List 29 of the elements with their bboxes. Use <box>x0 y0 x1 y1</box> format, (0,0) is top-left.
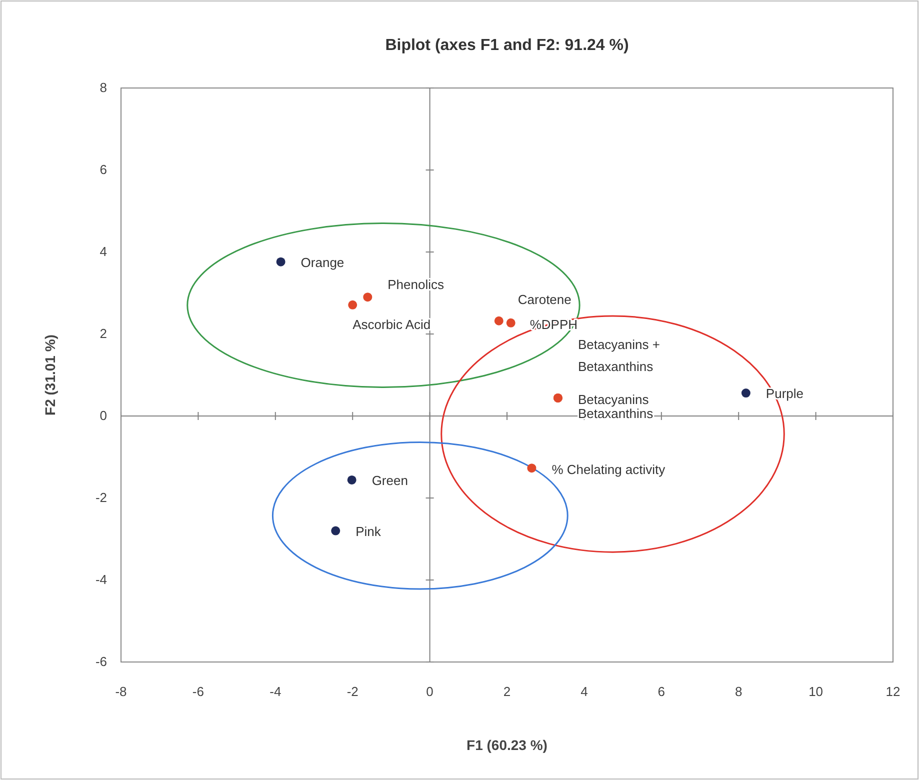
y-tick-label: 8 <box>100 80 107 95</box>
y-axis-title: F2 (31.01 %) <box>42 334 58 416</box>
annotation: Betacyanins <box>578 392 650 407</box>
chart-title: Biplot (axes F1 and F2: 91.24 %) <box>385 37 629 54</box>
x-tick-label: 6 <box>658 684 666 699</box>
y-tick-label: 2 <box>100 326 107 341</box>
y-tick-label: 6 <box>100 162 107 177</box>
x-tick-label: -8 <box>115 684 127 699</box>
x-tick-label: 2 <box>503 684 511 699</box>
y-tick-label: 0 <box>100 408 107 423</box>
annotation: Pink <box>356 524 382 539</box>
annotation: Betacyanins + Betaxanthins <box>578 336 660 374</box>
y-tick-label: -6 <box>95 654 107 669</box>
y-tick-label: -4 <box>95 572 107 587</box>
x-tick-label: 12 <box>886 684 900 699</box>
annotation: % Chelating activity <box>552 462 666 478</box>
annotation: Green <box>372 472 408 488</box>
x-tick-label: 8 <box>734 684 742 699</box>
x-tick-label: 0 <box>426 684 434 699</box>
x-tick-label: -2 <box>346 684 358 699</box>
annotation: Carotene <box>518 292 572 307</box>
annotation: Orange <box>300 254 344 270</box>
x-tick-label: -6 <box>192 684 204 699</box>
x-tick-label: 4 <box>580 684 588 699</box>
y-tick-label: 4 <box>100 244 107 259</box>
x-axis-title: F1 (60.23 %) <box>466 737 548 753</box>
x-tick-label: -4 <box>270 684 282 699</box>
x-tick-label: 10 <box>808 684 824 699</box>
y-tick-label: -2 <box>95 490 107 505</box>
